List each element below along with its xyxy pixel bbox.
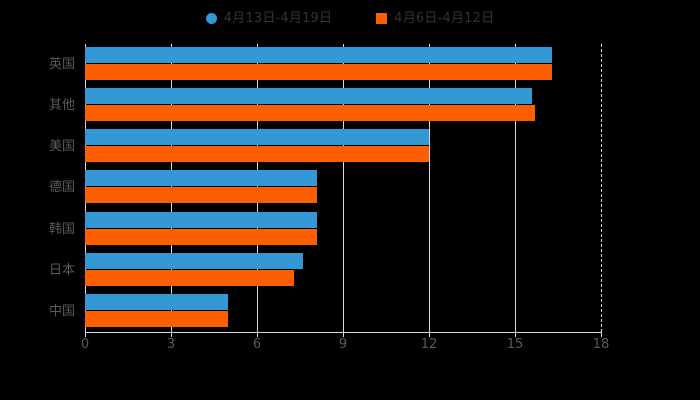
- y-axis-label-3: 德国: [48, 180, 75, 196]
- bar[interactable]: [85, 293, 229, 310]
- x-axis-ticks: 0 3 6 9 12 15 18: [81, 332, 609, 358]
- x-tick-label: 15: [506, 337, 524, 352]
- gridline-x-18: [601, 44, 602, 332]
- bar[interactable]: [85, 211, 318, 228]
- bar[interactable]: [85, 228, 318, 245]
- x-tick-label: 12: [420, 337, 438, 352]
- legend-label-series-0: 4月13日-4月19日: [223, 10, 333, 26]
- bar-group: [85, 47, 601, 80]
- legend-entry-series-1[interactable]: 4月6日-4月12日: [376, 12, 494, 25]
- legend-entry-series-0[interactable]: 4月13日-4月19日: [205, 10, 333, 26]
- bar[interactable]: [85, 269, 295, 286]
- x-tick-mark: [515, 332, 516, 337]
- x-tick-label: 6: [252, 337, 262, 352]
- bar[interactable]: [85, 187, 318, 204]
- bar[interactable]: [85, 146, 429, 163]
- y-axis-label-1: 其他: [48, 98, 75, 114]
- y-axis-category-labels: 英国其他美国德国韩国日本中国: [0, 44, 85, 332]
- y-axis-label-5: 日本: [48, 262, 75, 278]
- bar[interactable]: [85, 129, 429, 146]
- x-tick-mark: [429, 332, 430, 337]
- chart-legend: 4月13日-4月19日 4月6日-4月12日: [0, 0, 700, 36]
- bar-group: [85, 252, 601, 286]
- bar[interactable]: [85, 105, 536, 122]
- y-axis-label-0: 英国: [48, 57, 75, 72]
- gridline-x-9: [343, 44, 344, 332]
- gridline-x-15: [515, 44, 516, 332]
- bar-group: [85, 129, 601, 163]
- bar[interactable]: [85, 170, 318, 187]
- x-tick-mark: [257, 332, 258, 337]
- legend-marker-circle-icon: [205, 12, 217, 24]
- x-tick-mark: [601, 332, 602, 337]
- x-tick-mark: [85, 332, 86, 337]
- bar-group: [85, 88, 601, 122]
- y-axis-label-2: 美国: [48, 139, 75, 155]
- bar[interactable]: [85, 88, 533, 105]
- gridline-x-12: [429, 44, 430, 332]
- x-tick-label: 3: [166, 337, 176, 352]
- bar-group: [85, 170, 601, 204]
- bar[interactable]: [85, 252, 303, 269]
- bar[interactable]: [85, 64, 553, 80]
- bar[interactable]: [85, 47, 553, 63]
- x-tick-mark: [171, 332, 172, 337]
- plot-area: [85, 44, 602, 332]
- bar[interactable]: [85, 310, 229, 327]
- legend-label-series-1: 4月6日-4月12日: [394, 10, 495, 26]
- x-tick-label: 18: [592, 337, 610, 352]
- y-axis-label-6: 中国: [48, 303, 75, 319]
- bar-group: [85, 293, 601, 327]
- y-axis-label-4: 韩国: [48, 221, 75, 237]
- x-tick-label: 0: [80, 337, 90, 352]
- bar-group: [85, 211, 601, 245]
- x-tick-label: 9: [338, 337, 348, 352]
- legend-marker-square-icon: [376, 12, 388, 24]
- x-tick-mark: [343, 332, 344, 337]
